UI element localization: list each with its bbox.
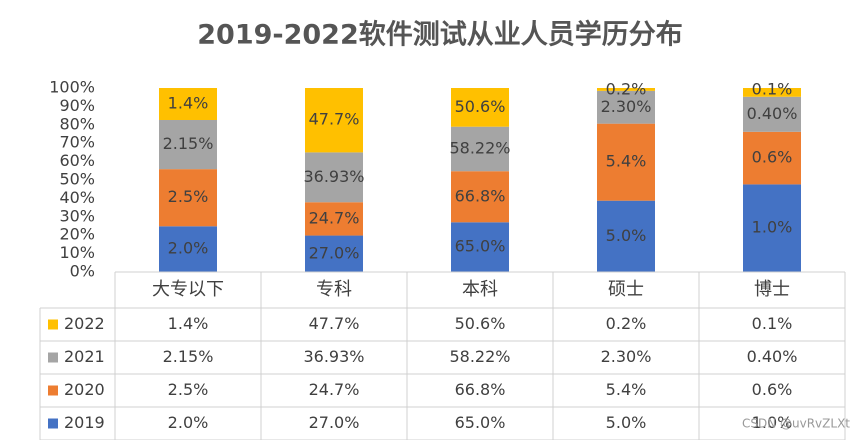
bar-segment xyxy=(597,200,655,272)
x-tick-label: 大专以下 xyxy=(152,279,224,300)
bar-segment xyxy=(305,235,363,272)
table-cell: 0.40% xyxy=(747,347,798,366)
watermark: CSDN @uvRvZLXt xyxy=(742,417,850,431)
y-tick-label: 100% xyxy=(49,78,95,97)
data-label: 58.22% xyxy=(449,138,510,157)
bar-segment xyxy=(597,123,655,201)
x-tick-label: 专科 xyxy=(316,279,352,300)
bar-segment xyxy=(451,222,509,272)
table-cell: 1.4% xyxy=(168,314,209,333)
table-cell: 36.93% xyxy=(303,347,364,366)
y-tick-label: 70% xyxy=(59,133,95,152)
x-tick-label: 博士 xyxy=(754,279,790,300)
bar-segment xyxy=(305,202,363,236)
bar-segment xyxy=(743,88,801,97)
bar-segment xyxy=(159,226,217,272)
bar-segment xyxy=(451,126,509,172)
table-cell: 1.0% xyxy=(752,413,793,432)
legend-label: 2022 xyxy=(64,314,105,333)
bar-segment xyxy=(743,131,801,185)
y-tick-label: 50% xyxy=(59,170,95,189)
y-tick-label: 30% xyxy=(59,206,95,225)
y-tick-label: 60% xyxy=(59,151,95,170)
data-label: 36.93% xyxy=(303,167,364,186)
legend-label: 2021 xyxy=(64,347,105,366)
y-tick-label: 80% xyxy=(59,114,95,133)
legend-swatch xyxy=(48,385,58,396)
data-label: 1.4% xyxy=(168,94,209,113)
chart-title: 2019-2022软件测试从业人员学历分布 xyxy=(197,19,683,51)
data-label: 2.15% xyxy=(163,134,214,153)
table-cell: 65.0% xyxy=(455,413,506,432)
legend-label: 2019 xyxy=(64,413,105,432)
y-tick-label: 10% xyxy=(59,243,95,262)
data-label: 0.6% xyxy=(752,148,793,167)
data-label: 65.0% xyxy=(455,237,506,256)
x-tick-label: 硕士 xyxy=(608,279,644,300)
bar-segment xyxy=(597,90,655,124)
data-label: 2.5% xyxy=(168,187,209,206)
table-cell: 24.7% xyxy=(309,380,360,399)
data-label: 2.0% xyxy=(168,239,209,258)
table-cell: 5.0% xyxy=(606,413,647,432)
bar-segment xyxy=(159,120,217,170)
table-cell: 47.7% xyxy=(309,314,360,333)
bar-segment xyxy=(451,88,509,127)
table-cell: 2.5% xyxy=(168,380,209,399)
data-label: 66.8% xyxy=(455,186,506,205)
table-cell: 5.4% xyxy=(606,380,647,399)
bar-segment xyxy=(305,152,363,203)
y-tick-label: 90% xyxy=(59,96,95,115)
bar-segment xyxy=(743,184,801,272)
table-cell: 50.6% xyxy=(455,314,506,333)
x-tick-label: 本科 xyxy=(462,279,498,300)
data-label: 24.7% xyxy=(309,208,360,227)
table-cell: 27.0% xyxy=(309,413,360,432)
table-cell: 0.6% xyxy=(752,380,793,399)
bar-segment xyxy=(597,88,655,91)
bar-segment xyxy=(159,169,217,227)
data-label: 47.7% xyxy=(309,110,360,129)
data-label: 50.6% xyxy=(455,97,506,116)
legend-swatch xyxy=(48,352,58,363)
legend-swatch xyxy=(48,319,58,330)
data-label: 2.30% xyxy=(601,97,652,116)
bar-segment xyxy=(743,96,801,132)
table-cell: 2.30% xyxy=(601,347,652,366)
table-cell: 2.0% xyxy=(168,413,209,432)
table-cell: 66.8% xyxy=(455,380,506,399)
table-cell: 0.2% xyxy=(606,314,647,333)
data-label: 0.2% xyxy=(606,80,647,99)
table-cell: 2.15% xyxy=(163,347,214,366)
table-cell: 58.22% xyxy=(449,347,510,366)
y-tick-label: 0% xyxy=(70,262,95,281)
data-label: 27.0% xyxy=(309,243,360,262)
data-label: 5.0% xyxy=(606,226,647,245)
data-label: 5.4% xyxy=(606,152,647,171)
legend-swatch xyxy=(48,418,58,429)
bar-segment xyxy=(159,88,217,120)
y-tick-label: 40% xyxy=(59,188,95,207)
data-label: 0.40% xyxy=(747,104,798,123)
bar-segment xyxy=(305,88,363,153)
y-tick-label: 20% xyxy=(59,225,95,244)
bar-segment xyxy=(451,171,509,223)
data-label: 0.1% xyxy=(752,80,793,99)
data-label: 1.0% xyxy=(752,218,793,237)
legend-label: 2020 xyxy=(64,380,105,399)
table-cell: 0.1% xyxy=(752,314,793,333)
